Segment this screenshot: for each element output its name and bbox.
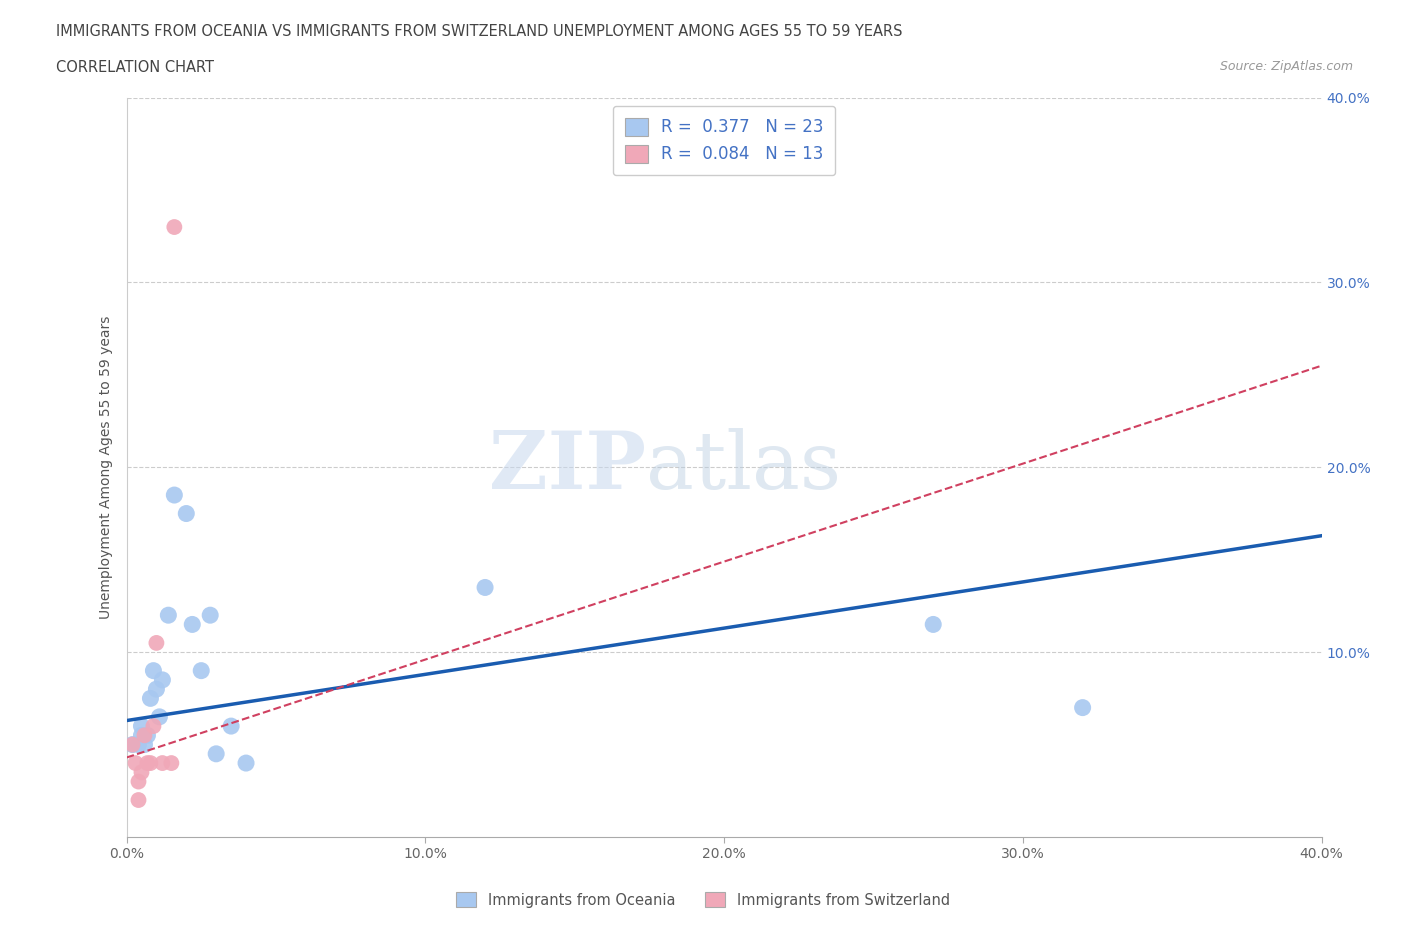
Y-axis label: Unemployment Among Ages 55 to 59 years: Unemployment Among Ages 55 to 59 years <box>98 315 112 619</box>
Point <box>142 663 165 678</box>
Point <box>127 774 149 789</box>
Point <box>160 755 183 770</box>
Point <box>134 728 156 743</box>
Point <box>152 755 174 770</box>
Point <box>174 506 197 521</box>
Text: atlas: atlas <box>647 429 842 506</box>
Point <box>152 672 174 687</box>
Point <box>134 737 156 752</box>
Point <box>1071 700 1094 715</box>
Text: ZIP: ZIP <box>489 429 647 506</box>
Point <box>131 764 153 779</box>
Point <box>121 737 143 752</box>
Point <box>200 608 222 623</box>
Point <box>148 710 170 724</box>
Text: CORRELATION CHART: CORRELATION CHART <box>56 60 214 74</box>
Text: Source: ZipAtlas.com: Source: ZipAtlas.com <box>1219 60 1353 73</box>
Point <box>136 755 159 770</box>
Point <box>181 617 204 631</box>
Point <box>124 755 146 770</box>
Point <box>190 663 212 678</box>
Point <box>235 755 257 770</box>
Point <box>145 635 167 650</box>
Point <box>205 747 228 762</box>
Point <box>121 737 143 752</box>
Text: IMMIGRANTS FROM OCEANIA VS IMMIGRANTS FROM SWITZERLAND UNEMPLOYMENT AMONG AGES 5: IMMIGRANTS FROM OCEANIA VS IMMIGRANTS FR… <box>56 24 903 39</box>
Legend: Immigrants from Oceania, Immigrants from Switzerland: Immigrants from Oceania, Immigrants from… <box>450 886 956 913</box>
Point <box>131 728 153 743</box>
Point <box>157 608 180 623</box>
Point <box>131 719 153 734</box>
Point <box>127 737 149 752</box>
Point <box>922 617 945 631</box>
Point <box>136 728 159 743</box>
Point <box>142 719 165 734</box>
Point <box>139 755 162 770</box>
Point <box>139 691 162 706</box>
Legend: R =  0.377   N = 23, R =  0.084   N = 13: R = 0.377 N = 23, R = 0.084 N = 13 <box>613 106 835 175</box>
Point <box>127 792 149 807</box>
Point <box>474 580 496 595</box>
Point <box>163 219 186 234</box>
Point <box>163 487 186 502</box>
Point <box>219 719 242 734</box>
Point <box>145 682 167 697</box>
